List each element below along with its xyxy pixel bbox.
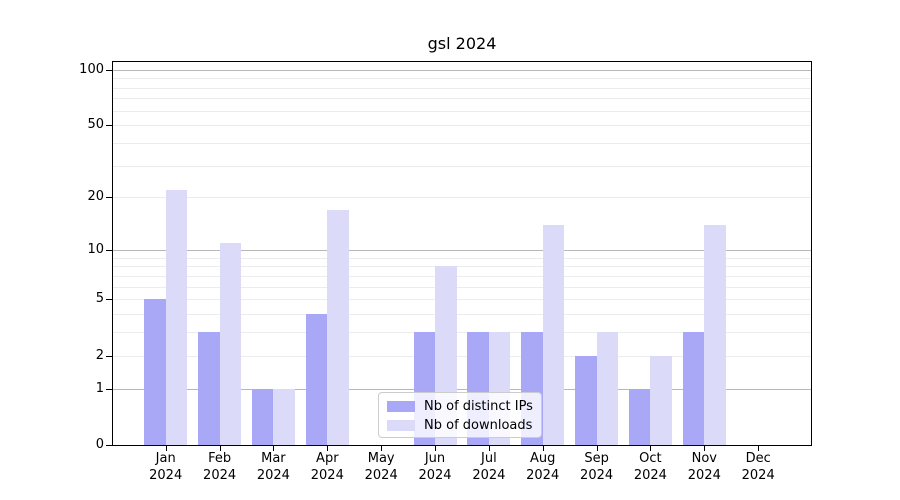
y-tick-label: 100 [79, 61, 104, 77]
y-tick-mark [106, 355, 112, 357]
bar-downloads [165, 190, 188, 445]
y-tick-label: 5 [95, 291, 104, 307]
bar-distinct-ips [198, 332, 220, 445]
x-tick-label: Jan 2024 [149, 451, 183, 483]
x-tick-label: Aug 2024 [526, 451, 560, 483]
minor-gridline [113, 286, 811, 288]
minor-gridline [113, 275, 811, 277]
y-tick-label: 50 [87, 117, 104, 133]
bar-downloads [327, 209, 349, 445]
y-tick-label: 20 [87, 189, 104, 205]
x-tick-mark [165, 446, 167, 451]
x-tick-label: Sep 2024 [580, 451, 614, 483]
x-tick-label: Jun 2024 [418, 451, 452, 483]
major-gridline [113, 388, 811, 390]
minor-gridline [113, 165, 811, 167]
y-tick-label: 10 [87, 242, 104, 257]
bar-downloads [596, 332, 619, 445]
x-tick-mark [758, 446, 760, 451]
x-tick-mark [542, 446, 544, 451]
bar-distinct-ips [305, 314, 328, 445]
x-tick-mark [219, 446, 221, 451]
minor-gridline [113, 125, 811, 127]
bar-downloads [704, 224, 726, 445]
x-tick-mark [435, 446, 436, 451]
legend-item-distinct-ips: Nb of distinct IPs [379, 397, 541, 416]
minor-gridline [113, 87, 811, 89]
x-tick-mark [273, 446, 275, 451]
y-tick-mark [106, 125, 112, 127]
y-tick-mark [106, 197, 112, 199]
y-tick-label: 1 [95, 380, 104, 396]
minor-gridline [113, 197, 811, 199]
minor-gridline [113, 355, 811, 357]
bar-distinct-ips [682, 332, 705, 445]
x-tick-label: Feb 2024 [203, 451, 237, 483]
y-tick-mark [106, 299, 112, 301]
legend-item-downloads: Nb of downloads [379, 416, 541, 435]
x-tick-label: Apr 2024 [310, 451, 344, 483]
x-tick-label: May 2024 [364, 451, 398, 483]
chart-title: gsl 2024 [427, 34, 497, 53]
x-tick-mark [704, 446, 706, 451]
major-gridline [113, 69, 811, 71]
minor-gridline [113, 110, 811, 112]
bar-downloads [219, 242, 242, 445]
bar-downloads [273, 388, 295, 445]
y-tick-mark [106, 445, 112, 446]
minor-gridline [113, 314, 811, 316]
bar-distinct-ips [628, 388, 651, 445]
minor-gridline [113, 266, 811, 268]
bar-distinct-ips [575, 355, 597, 445]
bar-distinct-ips [144, 299, 166, 445]
minor-gridline [113, 78, 811, 80]
legend-label-distinct-ips: Nb of distinct IPs [424, 399, 533, 414]
bar-downloads [650, 355, 672, 445]
minor-gridline [113, 98, 811, 100]
x-tick-mark [596, 446, 598, 451]
x-tick-mark [488, 446, 490, 451]
bar-distinct-ips [251, 388, 274, 445]
plot-area [112, 61, 812, 446]
y-tick-mark [106, 250, 112, 251]
x-tick-label: Dec 2024 [741, 451, 775, 483]
bar-downloads [542, 224, 565, 445]
legend-label-downloads: Nb of downloads [424, 418, 533, 433]
legend: Nb of distinct IPs Nb of downloads [378, 392, 542, 438]
x-tick-label: Jul 2024 [472, 451, 506, 483]
y-tick-label: 0 [95, 437, 104, 452]
x-tick-mark [650, 446, 652, 451]
y-tick-label: 2 [95, 347, 104, 363]
minor-gridline [113, 299, 811, 301]
x-tick-label: Oct 2024 [633, 451, 667, 483]
legend-swatch-downloads [387, 420, 415, 431]
x-tick-label: Nov 2024 [687, 451, 721, 483]
legend-swatch-distinct-ips [387, 401, 415, 412]
minor-gridline [113, 257, 811, 259]
minor-gridline [113, 332, 811, 334]
major-gridline [113, 250, 811, 251]
x-tick-mark [327, 446, 329, 451]
y-tick-mark [106, 69, 112, 71]
x-tick-mark [381, 446, 383, 451]
y-tick-mark [106, 388, 112, 390]
minor-gridline [113, 143, 811, 144]
x-tick-label: Mar 2024 [256, 451, 290, 483]
